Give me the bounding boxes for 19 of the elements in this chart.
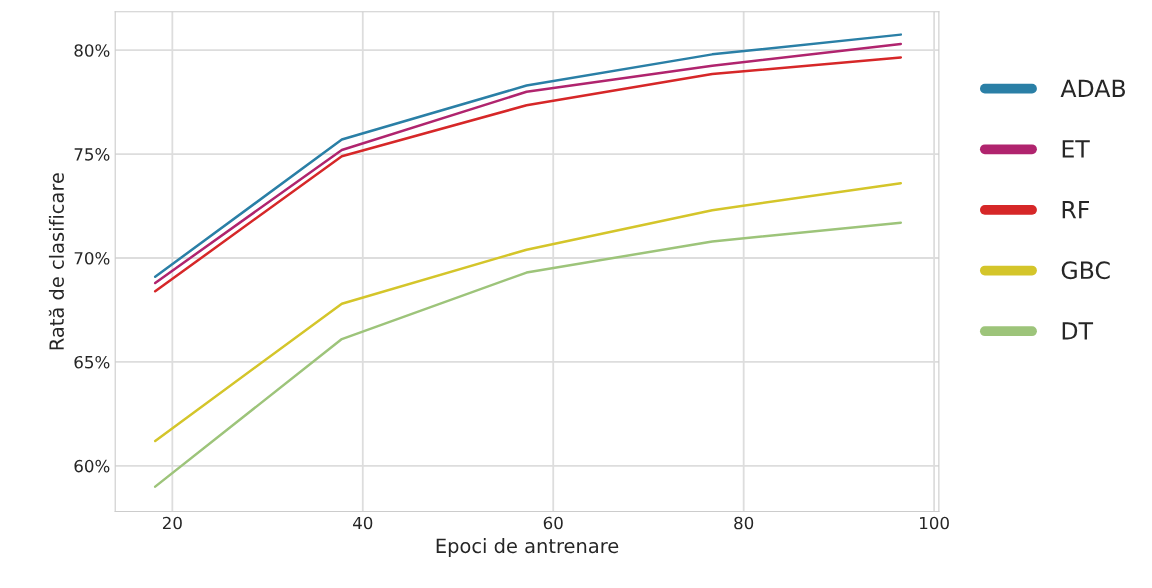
line-series	[153, 221, 903, 488]
y-axis-title: Rată de clasificare	[48, 173, 64, 350]
y-tick-label: 65%	[74, 355, 110, 369]
legend-label: ADAB	[1060, 79, 1125, 97]
y-tick-label: 60%	[74, 459, 110, 473]
x-tick-label: 60	[543, 516, 563, 530]
x-tick-label: 80	[734, 516, 754, 530]
x-tick-label: 20	[162, 516, 182, 530]
legend-label: DT	[1062, 322, 1094, 340]
legend-label: ET	[1062, 140, 1090, 158]
line-series	[153, 181, 903, 443]
x-tick-label: 100	[920, 516, 949, 530]
x-axis-title: Epoci de antrenare	[436, 538, 619, 557]
y-tick-label: 75%	[74, 148, 110, 161]
legend-label: RF	[1062, 200, 1090, 219]
legend-label: GBC	[1061, 261, 1110, 280]
y-tick-label: 70%	[74, 251, 110, 265]
y-tick-label: 80%	[74, 44, 110, 57]
x-tick-label: 40	[352, 516, 373, 530]
